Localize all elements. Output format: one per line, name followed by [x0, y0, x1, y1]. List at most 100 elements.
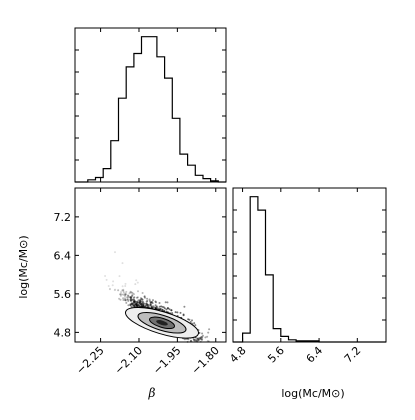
scatter-point [129, 296, 132, 299]
scatter-point [141, 305, 144, 308]
scatter-point [196, 337, 199, 340]
beta-histogram-step [75, 36, 226, 183]
scatter-point [127, 304, 130, 307]
scatter-point [201, 332, 204, 335]
scatter-point [137, 290, 139, 293]
scatter-point [124, 293, 127, 296]
scatter-point [183, 338, 186, 341]
scatter-point [138, 300, 141, 303]
scatter-point [133, 300, 136, 303]
scatter-point [188, 318, 191, 321]
scatter-point [136, 300, 139, 303]
scatter-point [144, 296, 146, 299]
scatter-point [139, 302, 142, 305]
scatter-point [105, 278, 108, 281]
scatter-point [144, 304, 147, 307]
scatter-point [118, 275, 121, 278]
scatter-point [131, 302, 134, 305]
scatter-point [138, 302, 141, 305]
scatter-point [133, 300, 136, 303]
scatter-point [138, 303, 141, 306]
scatter-point [141, 301, 144, 304]
scatter-point [138, 301, 141, 304]
beta-x-axis-label: β [148, 386, 156, 400]
scatter-point [140, 303, 143, 306]
scatter-point [152, 299, 154, 302]
scatter-point [126, 298, 129, 301]
scatter-point [206, 335, 209, 338]
scatter-point [108, 288, 111, 291]
scatter-point [194, 339, 197, 342]
scatter-point [124, 297, 126, 300]
scatter-point [130, 297, 132, 300]
scatter-point [207, 331, 210, 334]
scatter-point [139, 300, 142, 303]
scatter-point [146, 297, 149, 300]
scatter-point [141, 302, 144, 305]
scatter-point [189, 321, 192, 323]
scatter-point [131, 292, 134, 295]
scatter-point [139, 298, 142, 301]
scatter-point [197, 339, 200, 341]
scatter-point [129, 290, 132, 293]
scatter-point [152, 305, 155, 308]
scatter-point [132, 296, 135, 299]
scatter-point [126, 296, 129, 299]
scatter-point [122, 290, 125, 293]
scatter-point [129, 296, 132, 299]
scatter-y-tick-label: 6.4 [54, 249, 72, 262]
scatter-point [130, 299, 133, 302]
mass-histogram-x-tick-label: 6.4 [304, 344, 326, 366]
scatter-point [133, 300, 136, 303]
scatter-point [148, 298, 151, 301]
scatter-point [166, 307, 169, 310]
scatter-point [129, 291, 132, 294]
scatter-point [149, 303, 152, 306]
scatter-point [155, 306, 158, 309]
scatter-point [135, 303, 138, 306]
scatter-point [142, 303, 145, 306]
scatter-point [134, 300, 137, 303]
scatter-point [139, 299, 142, 302]
scatter-point [136, 300, 139, 303]
scatter-point [155, 301, 157, 304]
scatter-point [158, 305, 161, 308]
scatter-point [201, 336, 204, 339]
scatter-point [114, 251, 116, 254]
scatter-x-tick-label: −1.95 [150, 344, 183, 377]
scatter-point [124, 292, 127, 295]
scatter-point [130, 291, 133, 294]
scatter-point [137, 304, 140, 307]
scatter-point [134, 283, 137, 286]
scatter-point [114, 288, 117, 291]
scatter-point [194, 338, 197, 341]
scatter-point [109, 287, 111, 290]
scatter-point [125, 301, 128, 304]
scatter-point [150, 301, 153, 304]
scatter-point [131, 299, 134, 301]
scatter-point [193, 322, 196, 325]
scatter-point [198, 336, 201, 339]
scatter-point [140, 298, 143, 301]
scatter-point [140, 303, 143, 306]
scatter-point [119, 298, 122, 301]
scatter-point [164, 301, 167, 304]
scatter-point [204, 336, 207, 339]
mass-y-axis-label: log(Mc/M⊙) [17, 235, 30, 298]
scatter-point [139, 300, 142, 303]
scatter-point [179, 311, 182, 314]
scatter-point [133, 296, 136, 299]
scatter-y-tick-label: 7.2 [54, 211, 72, 224]
scatter-point [130, 295, 133, 298]
scatter-point [194, 324, 197, 327]
scatter-point [142, 301, 145, 303]
scatter-point [143, 305, 145, 308]
scatter-point [208, 328, 211, 331]
scatter-point [104, 275, 107, 277]
scatter-point [140, 305, 143, 308]
scatter-point [142, 305, 145, 307]
scatter-x-tick-label: −2.10 [112, 344, 145, 377]
scatter-point [143, 295, 146, 298]
scatter-point [141, 298, 144, 301]
scatter-point [138, 301, 141, 304]
